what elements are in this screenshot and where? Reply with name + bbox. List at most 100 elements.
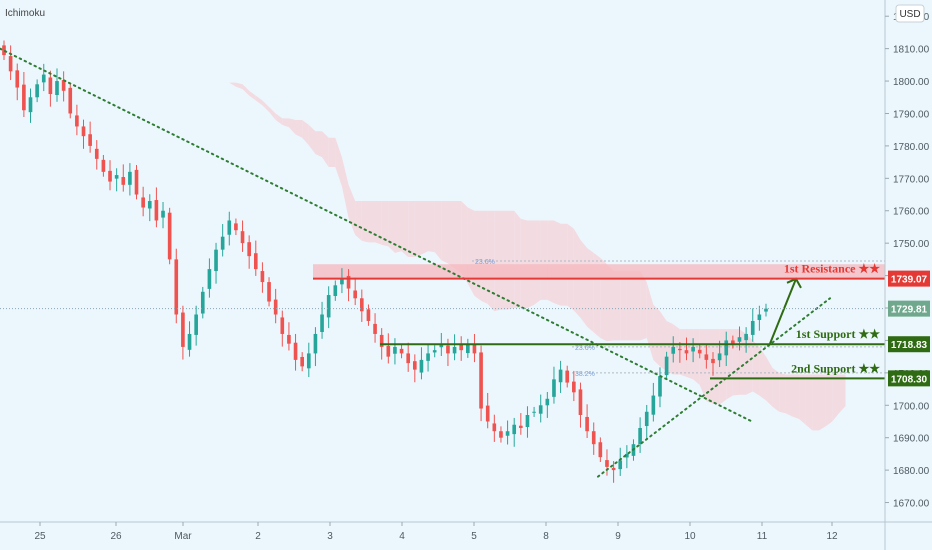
candle-body	[48, 77, 53, 95]
cloud-segment	[255, 95, 263, 106]
candle-body	[658, 376, 662, 397]
candle-body	[472, 344, 477, 354]
time-tick-label: 3	[327, 531, 333, 542]
candlestick-series	[2, 40, 768, 483]
currency-badge[interactable]	[895, 4, 925, 23]
candle-body	[161, 210, 165, 218]
price-tick-label: 1770.00	[893, 174, 930, 185]
support-resistance-levels: 1st Resistance ★★ 1st Support ★★ 2nd Suppo…	[0, 262, 885, 380]
candle-body	[591, 431, 596, 445]
candle-body	[81, 126, 86, 137]
candle-body	[207, 269, 212, 289]
candle-body	[737, 337, 742, 342]
candle-body	[88, 134, 92, 146]
candle-body	[300, 356, 304, 367]
cloud-segment	[633, 270, 641, 341]
cloud-segment	[302, 119, 309, 146]
resistance-zone	[313, 264, 885, 279]
projection-arrow-shaft	[769, 278, 797, 345]
fib-label: 23.6%	[475, 259, 495, 266]
cloud-segment	[659, 311, 667, 372]
candle-body	[393, 346, 397, 354]
candle-body	[366, 309, 371, 321]
cloud-segment	[686, 329, 694, 380]
time-tick-label: 12	[826, 531, 838, 542]
candle-body	[750, 320, 755, 335]
cloud-segment	[719, 329, 727, 405]
candle-body	[267, 282, 271, 302]
candle-body	[684, 350, 689, 354]
candle-body	[68, 87, 73, 114]
cloud-segment	[507, 210, 515, 310]
cloud-segment	[805, 374, 813, 431]
cloud-segment	[759, 346, 766, 401]
cloud-segment	[819, 374, 826, 431]
cloud-segment	[441, 201, 448, 264]
cloud-segment	[315, 131, 323, 158]
price-tick-label: 1670.00	[893, 499, 930, 510]
cloud-segment	[838, 374, 846, 414]
candle-body	[764, 308, 768, 312]
candle-body	[220, 236, 225, 250]
candle-body	[247, 242, 251, 257]
candle-body	[306, 353, 311, 369]
candle-body	[94, 148, 99, 159]
candle-body	[379, 334, 384, 347]
candle-body	[141, 197, 145, 208]
cloud-segment	[646, 282, 654, 360]
cloud-segment	[766, 356, 773, 407]
candle-body	[2, 45, 6, 56]
candle-body	[446, 345, 450, 354]
price-tick-label: 1700.00	[893, 401, 930, 412]
cloud-segment	[474, 210, 482, 301]
candle-body	[373, 323, 377, 334]
candle-body	[512, 424, 517, 435]
cloud-segment	[275, 113, 283, 125]
cloud-segment	[500, 210, 508, 310]
candle-body	[8, 56, 13, 72]
candle-body	[644, 411, 649, 427]
candle-body	[439, 343, 444, 348]
cloud-segment	[580, 239, 588, 327]
candle-body	[704, 354, 709, 360]
time-tick-label: 11	[757, 531, 768, 542]
cloud-segment	[487, 210, 495, 312]
cloud-segment	[447, 201, 455, 269]
time-axis[interactable]: 25 26 Mar 2 3 4 5 8 9 10 11 12	[34, 522, 838, 542]
level-name: 1st Resistance ★★	[784, 262, 880, 276]
cloud-segment	[461, 201, 468, 284]
cloud-segment	[235, 82, 243, 90]
cloud-segment	[540, 220, 548, 300]
indicator-label[interactable]: Ichimoku	[5, 8, 45, 19]
candle-body	[585, 416, 589, 432]
candle-body	[167, 212, 172, 260]
cloud-segment	[262, 100, 270, 112]
candle-body	[638, 427, 642, 445]
cloud-segment	[308, 124, 316, 155]
cloud-segment	[553, 220, 561, 306]
cloud-segment	[653, 304, 660, 367]
candle-body	[227, 220, 232, 235]
candle-body	[108, 170, 112, 182]
candle-body	[757, 314, 762, 321]
cloud-segment	[772, 367, 780, 412]
candle-body	[386, 345, 391, 357]
candle-body	[353, 290, 358, 299]
candle-body	[287, 334, 291, 344]
cloud-segment	[428, 201, 435, 253]
descending-trendline	[0, 47, 753, 423]
candle-body	[214, 249, 218, 272]
candle-body	[75, 115, 79, 127]
cloud-segment	[249, 90, 256, 101]
price-tick-label: 1780.00	[893, 142, 930, 153]
cloud-segment	[322, 131, 329, 167]
candle-body	[15, 70, 20, 88]
currency-label[interactable]: USD	[899, 9, 920, 20]
candle-body	[505, 431, 510, 436]
cloud-segment	[785, 374, 793, 417]
ichimoku-cloud	[176, 55, 846, 431]
candle-body	[340, 278, 344, 285]
candle-body	[717, 353, 722, 361]
candle-body	[114, 175, 119, 179]
